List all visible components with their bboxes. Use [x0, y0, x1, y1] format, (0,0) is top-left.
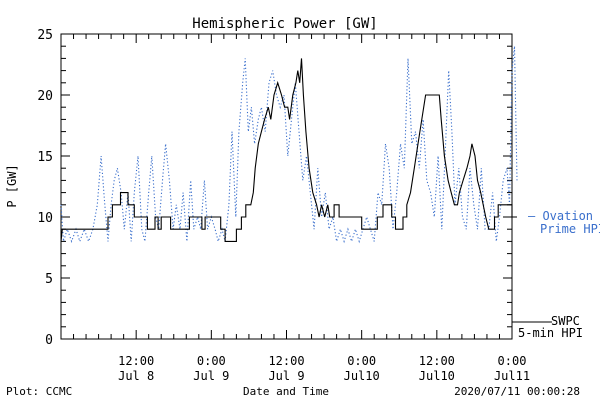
chart-title: Hemispheric Power [GW]	[192, 16, 377, 32]
y-tick-label: 0	[45, 333, 53, 348]
x-tick-label-date: Jul10	[419, 369, 455, 383]
x-tick-label-time: 0:00	[197, 354, 226, 368]
ovation-prime-hpi-line	[60, 46, 518, 244]
x-axis-label: Date and Time	[243, 385, 329, 398]
swpc-label-line2: 5-min HPI	[518, 326, 583, 340]
y-tick-label: 15	[37, 150, 53, 165]
x-tick-label-date: Jul 9	[193, 369, 229, 383]
x-tick-label-time: 0:00	[498, 354, 527, 368]
y-tick-label: 25	[37, 28, 53, 43]
y-axis: 0 5 10 15 20 25	[37, 28, 512, 348]
x-tick-label-time: 12:00	[118, 354, 154, 368]
plot-credit: Plot: CCMC	[6, 385, 72, 398]
x-tick-label-date: Jul 9	[268, 369, 304, 383]
ovation-label-line2: Prime HPI	[540, 222, 600, 236]
x-tick-label-date: Jul11	[494, 369, 530, 383]
x-tick-label-time: 12:00	[419, 354, 455, 368]
x-tick-label-time: 0:00	[347, 354, 376, 368]
x-tick-label-time: 12:00	[268, 354, 304, 368]
y-tick-label: 10	[37, 211, 53, 226]
y-axis-label: P [GW]	[5, 164, 19, 207]
plot-timestamp: 2020/07/11 00:00:28	[454, 385, 580, 398]
y-tick-label: 5	[45, 272, 53, 287]
plot-frame	[60, 33, 513, 340]
swpc-label-line1: SWPC	[551, 314, 580, 328]
series-layer	[60, 46, 518, 244]
x-tick-label-date: Jul10	[344, 369, 380, 383]
x-tick-label-date: Jul 8	[118, 369, 154, 383]
y-tick-label: 20	[37, 89, 53, 104]
swpc-hpi-line	[60, 58, 517, 242]
ovation-label-line1: — Ovation	[528, 209, 593, 223]
